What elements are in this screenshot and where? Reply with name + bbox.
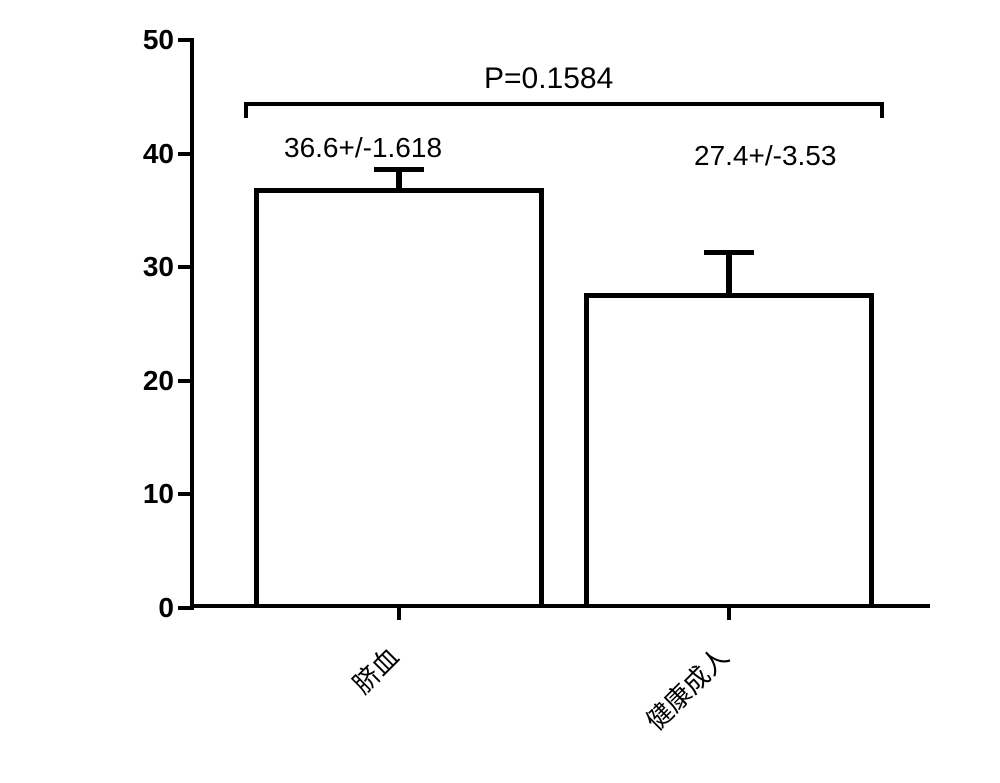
error-bar-1 <box>396 170 402 188</box>
bar-2 <box>584 293 874 604</box>
x-label-2: 健康成人 <box>604 638 736 770</box>
y-tick <box>178 606 194 610</box>
y-tick <box>178 379 194 383</box>
y-tick <box>178 152 194 156</box>
x-label-1: 脐血 <box>288 638 406 756</box>
p-comparison-line <box>244 102 884 106</box>
p-drop-right <box>880 102 884 118</box>
y-tick-label: 50 <box>134 24 174 56</box>
value-label-2: 27.4+/-3.53 <box>694 140 836 172</box>
y-tick <box>178 38 194 42</box>
x-tick <box>727 604 731 620</box>
plot-area: 0 10 20 30 40 50 P=0.1584 36.6+/-1.618 2… <box>190 40 930 608</box>
chart-container: CD8+NK 细胞含量（%） 0 10 20 30 40 50 P=0.158 <box>120 20 940 640</box>
y-tick <box>178 492 194 496</box>
error-cap-2 <box>704 250 754 255</box>
p-value-label: P=0.1584 <box>484 62 613 96</box>
y-tick-label: 20 <box>134 365 174 397</box>
y-tick-label: 40 <box>134 138 174 170</box>
bar-1 <box>254 188 544 604</box>
y-tick-label: 30 <box>134 251 174 283</box>
y-tick-label: 0 <box>134 592 174 624</box>
error-cap-1 <box>374 167 424 172</box>
value-label-1: 36.6+/-1.618 <box>284 132 442 164</box>
x-tick <box>397 604 401 620</box>
y-tick-label: 10 <box>134 478 174 510</box>
y-tick <box>178 265 194 269</box>
error-bar-2 <box>726 253 732 293</box>
p-drop-left <box>244 102 248 118</box>
